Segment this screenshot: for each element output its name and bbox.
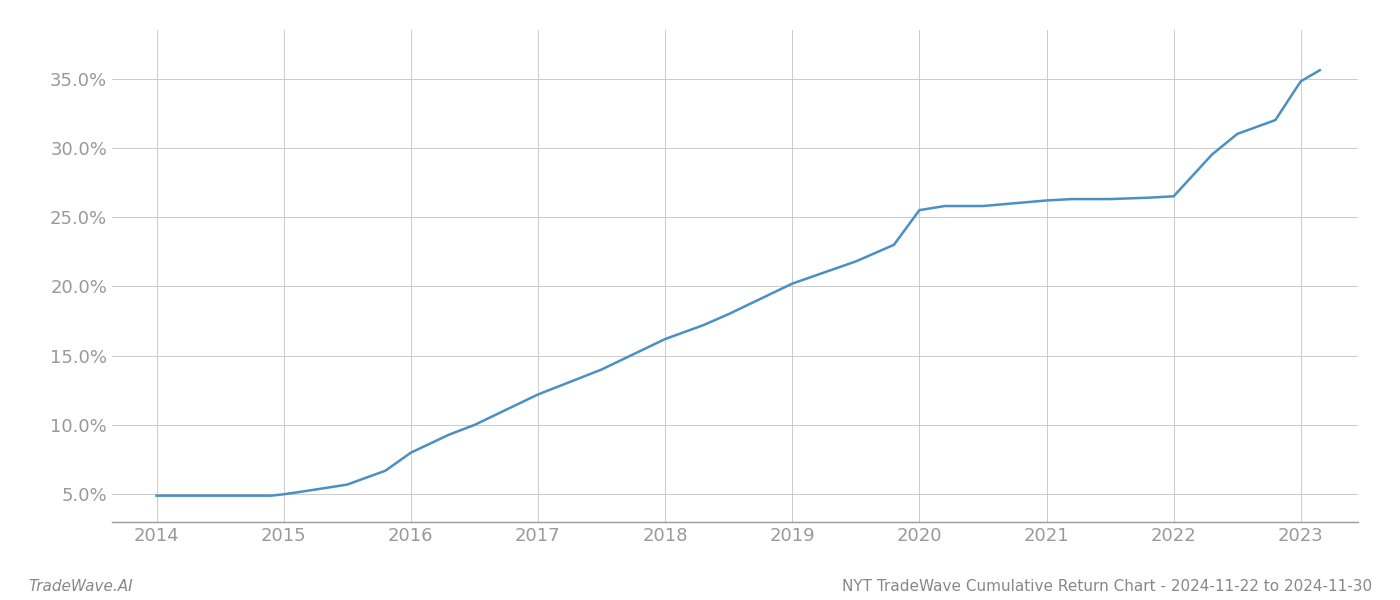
Text: TradeWave.AI: TradeWave.AI [28, 579, 133, 594]
Text: NYT TradeWave Cumulative Return Chart - 2024-11-22 to 2024-11-30: NYT TradeWave Cumulative Return Chart - … [841, 579, 1372, 594]
